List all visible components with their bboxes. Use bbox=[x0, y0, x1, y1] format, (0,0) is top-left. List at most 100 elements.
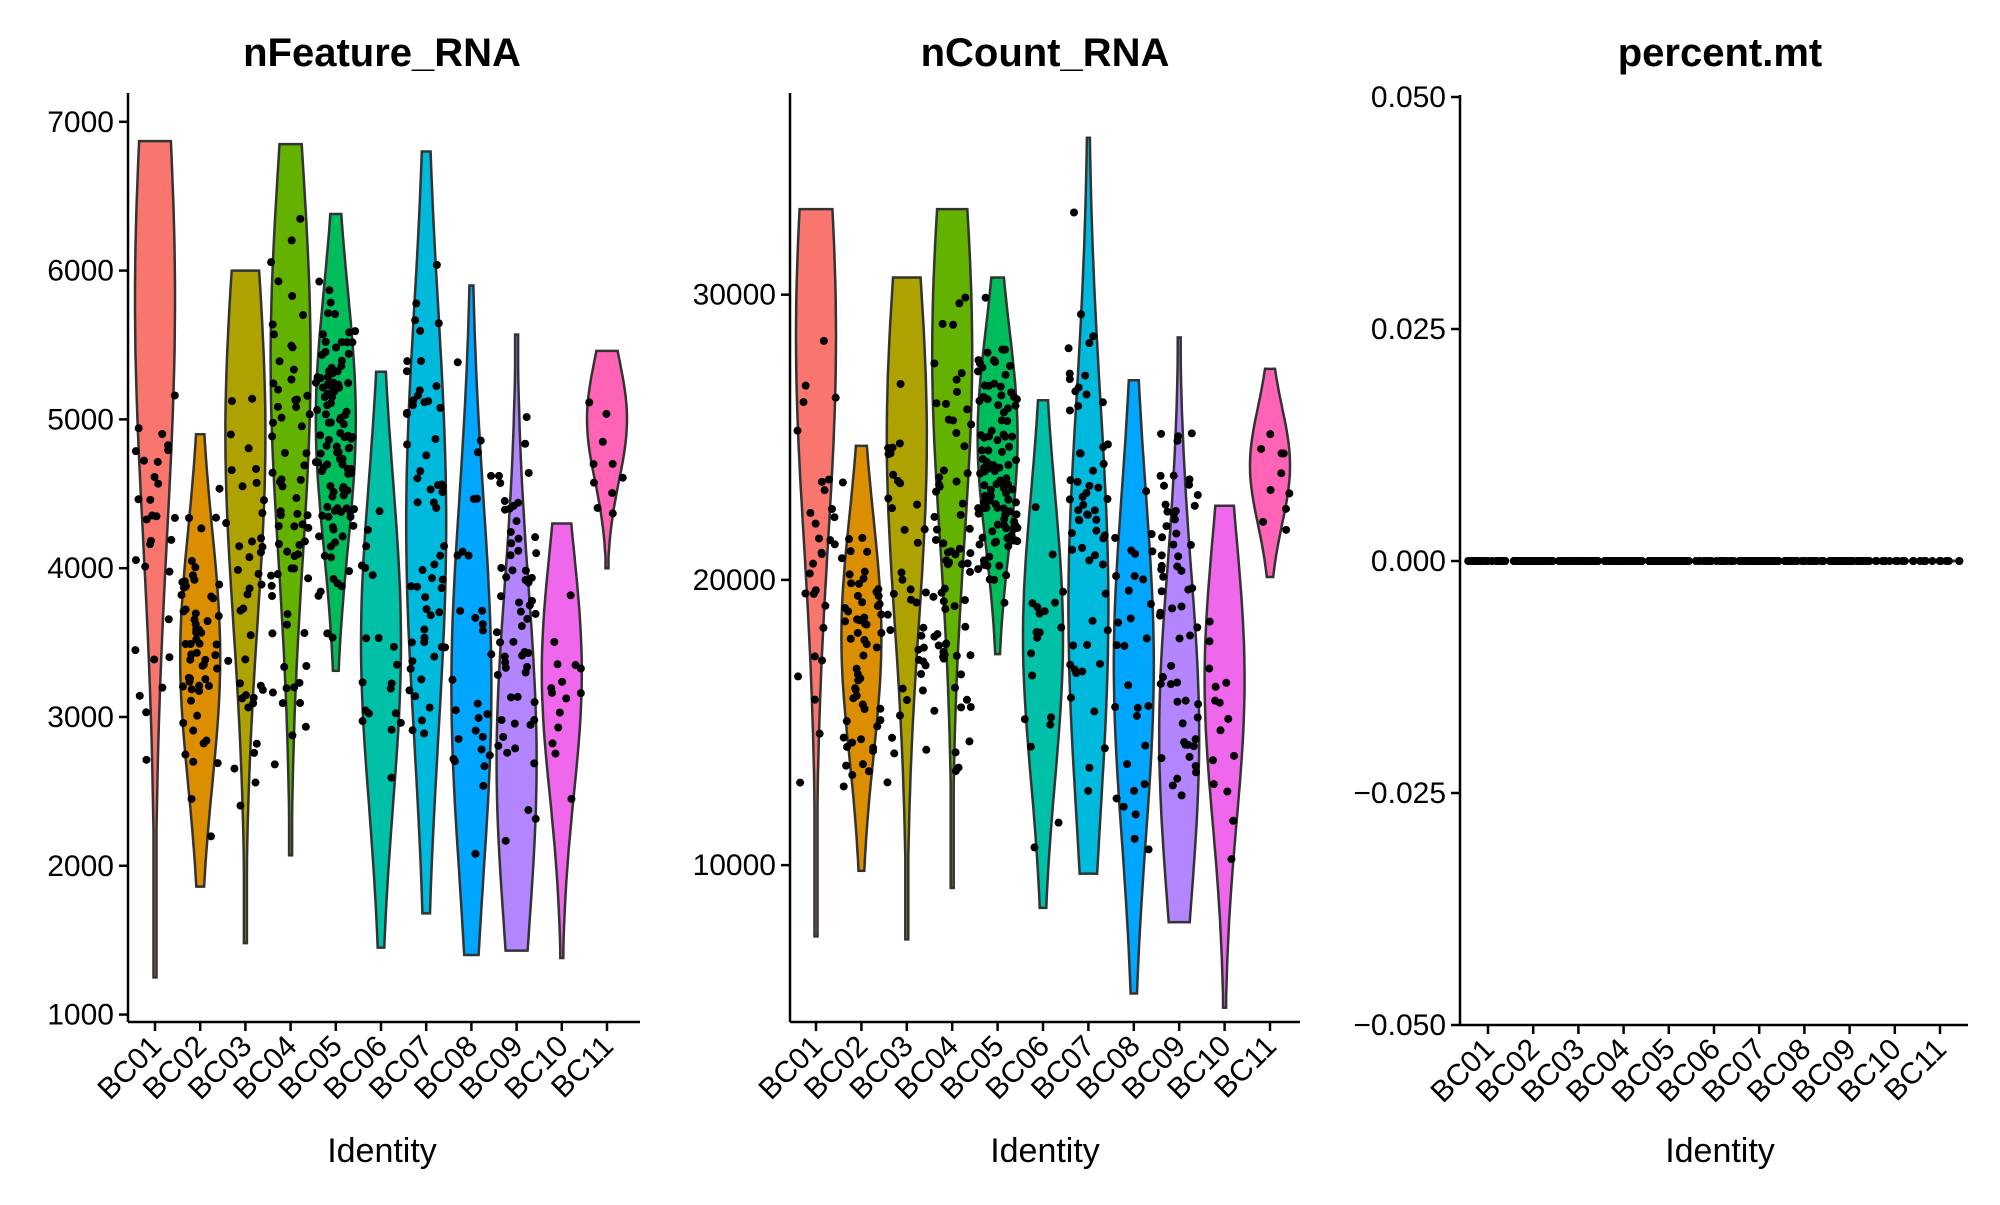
data-point-nfeature bbox=[287, 375, 296, 384]
data-point-nfeature bbox=[274, 522, 283, 531]
data-point-nfeature bbox=[396, 718, 405, 727]
data-point-nfeature bbox=[282, 684, 291, 693]
violin-ncount bbox=[1248, 367, 1292, 579]
data-point-nfeature bbox=[478, 620, 487, 629]
data-point-nfeature bbox=[277, 413, 286, 422]
data-point-nfeature bbox=[326, 418, 335, 427]
data-point-ncount bbox=[831, 393, 840, 402]
data-point-ncount bbox=[884, 450, 893, 459]
data-point-nfeature bbox=[429, 498, 438, 507]
data-point-ncount bbox=[1131, 549, 1140, 558]
data-point-percent-mt bbox=[1842, 557, 1851, 565]
data-point-ncount bbox=[930, 706, 939, 715]
data-point-ncount bbox=[1085, 339, 1094, 348]
data-point-ncount bbox=[1078, 667, 1087, 676]
data-point-ncount bbox=[943, 548, 952, 557]
data-point-nfeature bbox=[259, 496, 268, 505]
data-point-ncount bbox=[1191, 735, 1200, 744]
data-point-ncount bbox=[1162, 522, 1171, 531]
data-point-nfeature bbox=[302, 449, 311, 458]
data-point-ncount bbox=[841, 617, 850, 626]
data-point-ncount bbox=[842, 717, 851, 726]
data-point-nfeature bbox=[479, 781, 488, 790]
data-point-ncount bbox=[980, 467, 989, 476]
data-point-nfeature bbox=[500, 497, 509, 506]
data-point-nfeature bbox=[408, 401, 417, 410]
data-point-percent-mt bbox=[1665, 557, 1674, 565]
data-point-nfeature bbox=[523, 614, 532, 623]
data-point-ncount bbox=[815, 729, 824, 738]
data-point-ncount bbox=[1090, 506, 1099, 515]
data-point-ncount bbox=[952, 375, 961, 384]
violin-nfeature bbox=[269, 142, 312, 857]
y-tick-label-nfeature: 3000 bbox=[47, 701, 114, 734]
data-point-nfeature bbox=[512, 517, 521, 526]
data-point-nfeature bbox=[235, 542, 244, 551]
data-point-ncount bbox=[1089, 332, 1098, 341]
data-point-nfeature bbox=[296, 475, 305, 484]
data-point-nfeature bbox=[348, 338, 357, 347]
data-point-nfeature bbox=[518, 651, 527, 660]
data-point-nfeature bbox=[198, 661, 207, 670]
data-point-nfeature bbox=[362, 634, 371, 643]
data-point-ncount bbox=[1142, 634, 1151, 643]
data-point-nfeature bbox=[415, 386, 424, 395]
data-point-nfeature bbox=[270, 760, 279, 769]
data-point-nfeature bbox=[483, 710, 492, 719]
data-point-ncount bbox=[830, 513, 839, 522]
data-point-nfeature bbox=[146, 536, 155, 545]
data-point-ncount bbox=[864, 767, 873, 776]
data-point-nfeature bbox=[387, 773, 396, 782]
data-point-ncount bbox=[830, 540, 839, 549]
data-point-ncount bbox=[858, 760, 867, 769]
data-point-nfeature bbox=[140, 456, 149, 465]
data-point-nfeature bbox=[247, 537, 256, 546]
data-point-ncount bbox=[1054, 818, 1063, 827]
data-point-nfeature bbox=[440, 542, 449, 551]
data-point-nfeature bbox=[322, 441, 331, 450]
data-point-ncount bbox=[1035, 609, 1044, 618]
data-point-ncount bbox=[979, 498, 988, 507]
data-point-nfeature bbox=[492, 628, 501, 637]
data-point-nfeature bbox=[252, 478, 261, 487]
data-point-ncount bbox=[991, 500, 1000, 509]
data-point-nfeature bbox=[268, 688, 277, 697]
data-point-nfeature bbox=[191, 609, 200, 618]
data-point-nfeature bbox=[608, 459, 617, 468]
data-point-nfeature bbox=[273, 402, 282, 411]
data-point-ncount bbox=[980, 381, 989, 390]
data-point-ncount bbox=[997, 416, 1006, 425]
data-point-percent-mt bbox=[1859, 557, 1868, 565]
panel-ncount: nCount_RNA Identity bbox=[921, 31, 1170, 1170]
data-point-nfeature bbox=[153, 457, 162, 466]
violin-ncount bbox=[1067, 136, 1110, 875]
data-point-nfeature bbox=[280, 662, 289, 671]
data-point-ncount bbox=[857, 735, 866, 744]
data-point-ncount bbox=[847, 579, 856, 588]
data-point-nfeature bbox=[241, 655, 250, 664]
data-point-ncount bbox=[1259, 517, 1268, 526]
data-point-nfeature bbox=[608, 509, 617, 518]
data-point-nfeature bbox=[554, 723, 563, 732]
data-point-nfeature bbox=[269, 379, 278, 388]
data-point-ncount bbox=[1266, 486, 1275, 495]
data-point-nfeature bbox=[316, 449, 325, 458]
data-point-nfeature bbox=[274, 385, 283, 394]
data-point-nfeature bbox=[227, 466, 236, 475]
data-point-nfeature bbox=[213, 759, 222, 768]
data-point-nfeature bbox=[258, 509, 267, 518]
data-point-nfeature bbox=[142, 755, 151, 764]
data-point-nfeature bbox=[506, 527, 515, 536]
data-point-ncount bbox=[920, 525, 929, 534]
data-point-nfeature bbox=[191, 620, 200, 629]
y-tick-label-ncount: 10000 bbox=[693, 849, 776, 882]
data-point-ncount bbox=[851, 684, 860, 693]
data-point-ncount bbox=[1159, 673, 1168, 682]
data-point-ncount bbox=[895, 439, 904, 448]
data-point-nfeature bbox=[530, 759, 539, 768]
data-point-ncount bbox=[1100, 531, 1109, 540]
data-point-ncount bbox=[1030, 843, 1039, 852]
data-point-ncount bbox=[965, 737, 974, 746]
data-point-ncount bbox=[997, 477, 1006, 486]
